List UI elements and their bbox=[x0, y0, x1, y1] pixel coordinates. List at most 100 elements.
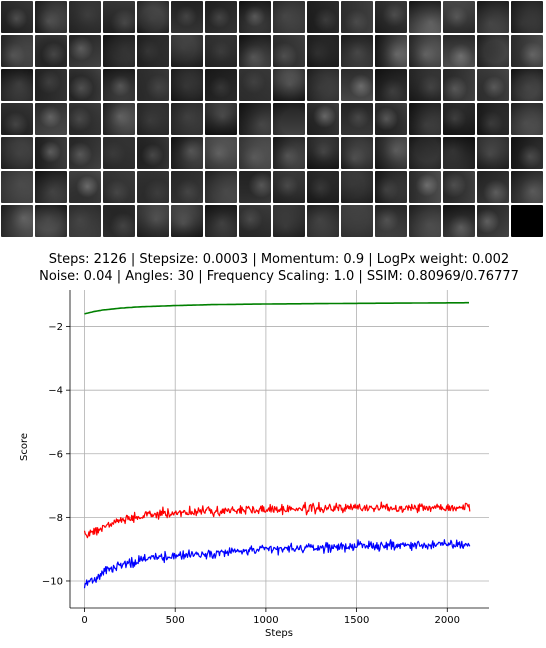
sample-thumbnail bbox=[409, 35, 441, 67]
sample-thumbnail bbox=[1, 171, 33, 203]
sample-thumbnail bbox=[69, 103, 101, 135]
sample-thumbnail bbox=[1, 137, 33, 169]
sample-thumbnail bbox=[511, 35, 543, 67]
sample-thumbnail bbox=[443, 69, 475, 101]
sample-thumbnail bbox=[239, 103, 271, 135]
sample-thumbnail bbox=[205, 35, 237, 67]
sample-thumbnail bbox=[239, 171, 271, 203]
sample-thumbnail bbox=[409, 69, 441, 101]
y-tick-label: −4 bbox=[48, 386, 63, 397]
sample-thumbnail bbox=[35, 103, 67, 135]
sample-thumbnail bbox=[273, 137, 305, 169]
empty-thumbnail-slot bbox=[511, 205, 543, 237]
sample-thumbnail bbox=[409, 1, 441, 33]
sample-thumbnail bbox=[103, 205, 135, 237]
series-line-1 bbox=[83, 501, 471, 539]
sample-thumbnail bbox=[341, 205, 373, 237]
grid bbox=[70, 290, 489, 608]
sample-thumbnail bbox=[171, 1, 203, 33]
sample-thumbnail bbox=[171, 103, 203, 135]
sample-thumbnail bbox=[205, 1, 237, 33]
sample-thumbnail bbox=[171, 69, 203, 101]
sample-thumbnail bbox=[35, 171, 67, 203]
sample-thumbnail bbox=[273, 69, 305, 101]
sample-thumbnail bbox=[1, 69, 33, 101]
chart-title-line-1: Steps: 2126 | Stepsize: 0.0003 | Momentu… bbox=[49, 252, 509, 267]
sample-thumbnail bbox=[239, 1, 271, 33]
sample-thumbnail bbox=[341, 137, 373, 169]
thumbnail-grid bbox=[0, 0, 546, 240]
sample-thumbnail bbox=[273, 171, 305, 203]
x-tick-label: 500 bbox=[166, 615, 185, 626]
sample-thumbnail bbox=[1, 1, 33, 33]
sample-thumbnail bbox=[239, 69, 271, 101]
sample-thumbnail bbox=[137, 69, 169, 101]
sample-thumbnail bbox=[171, 205, 203, 237]
series-line-0 bbox=[84, 301, 469, 315]
sample-thumbnail bbox=[409, 137, 441, 169]
sample-thumbnail bbox=[69, 171, 101, 203]
sample-thumbnail bbox=[69, 69, 101, 101]
sample-thumbnail bbox=[511, 1, 543, 33]
sample-thumbnail bbox=[341, 171, 373, 203]
sample-thumbnail bbox=[205, 69, 237, 101]
sample-thumbnail bbox=[273, 35, 305, 67]
sample-thumbnail bbox=[239, 205, 271, 237]
sample-thumbnail bbox=[307, 103, 339, 135]
sample-thumbnail bbox=[137, 103, 169, 135]
sample-thumbnail bbox=[137, 1, 169, 33]
y-tick-label: −6 bbox=[48, 449, 63, 460]
sample-thumbnail bbox=[103, 69, 135, 101]
axes: 0 500 1000 1500 2000 −2 −4 −6 −8 −10 bbox=[42, 290, 489, 626]
sample-thumbnail bbox=[69, 1, 101, 33]
sample-thumbnail bbox=[375, 69, 407, 101]
sample-thumbnail bbox=[69, 205, 101, 237]
sample-thumbnail bbox=[375, 1, 407, 33]
sample-thumbnail bbox=[239, 35, 271, 67]
sample-thumbnail bbox=[171, 35, 203, 67]
sample-thumbnail bbox=[171, 171, 203, 203]
sample-thumbnail bbox=[307, 1, 339, 33]
sample-thumbnail bbox=[205, 205, 237, 237]
sample-thumbnail bbox=[137, 171, 169, 203]
sample-thumbnail bbox=[35, 205, 67, 237]
sample-thumbnail bbox=[375, 171, 407, 203]
sample-thumbnail bbox=[307, 69, 339, 101]
sample-thumbnail bbox=[137, 35, 169, 67]
sample-thumbnail bbox=[1, 205, 33, 237]
sample-thumbnail bbox=[341, 103, 373, 135]
sample-thumbnail bbox=[477, 35, 509, 67]
sample-thumbnail bbox=[443, 1, 475, 33]
sample-thumbnail bbox=[103, 171, 135, 203]
sample-thumbnail bbox=[273, 103, 305, 135]
y-tick-label: −2 bbox=[48, 322, 63, 333]
sample-thumbnail bbox=[307, 137, 339, 169]
sample-thumbnail bbox=[103, 1, 135, 33]
sample-thumbnail bbox=[375, 205, 407, 237]
series-line-2 bbox=[83, 539, 471, 589]
sample-thumbnail bbox=[375, 137, 407, 169]
sample-thumbnail bbox=[35, 35, 67, 67]
sample-thumbnail bbox=[511, 137, 543, 169]
sample-thumbnail bbox=[375, 35, 407, 67]
sample-thumbnail bbox=[35, 137, 67, 169]
sample-thumbnail bbox=[409, 171, 441, 203]
sample-thumbnail bbox=[205, 137, 237, 169]
sample-thumbnail bbox=[511, 103, 543, 135]
sample-thumbnail bbox=[409, 205, 441, 237]
x-axis-label: Steps bbox=[265, 628, 293, 639]
sample-thumbnail bbox=[307, 205, 339, 237]
sample-thumbnail bbox=[511, 171, 543, 203]
sample-thumbnail bbox=[443, 137, 475, 169]
sample-thumbnail bbox=[409, 103, 441, 135]
series-group bbox=[83, 301, 471, 589]
sample-thumbnail bbox=[69, 35, 101, 67]
x-tick-label: 0 bbox=[81, 615, 87, 626]
sample-thumbnail bbox=[273, 205, 305, 237]
sample-thumbnail bbox=[69, 137, 101, 169]
chart-title-line-2: Noise: 0.04 | Angles: 30 | Frequency Sca… bbox=[39, 269, 519, 284]
sample-thumbnail bbox=[1, 35, 33, 67]
sample-thumbnail bbox=[443, 205, 475, 237]
sample-thumbnail bbox=[35, 69, 67, 101]
score-chart: Steps: 2126 | Stepsize: 0.0003 | Momentu… bbox=[19, 252, 519, 639]
